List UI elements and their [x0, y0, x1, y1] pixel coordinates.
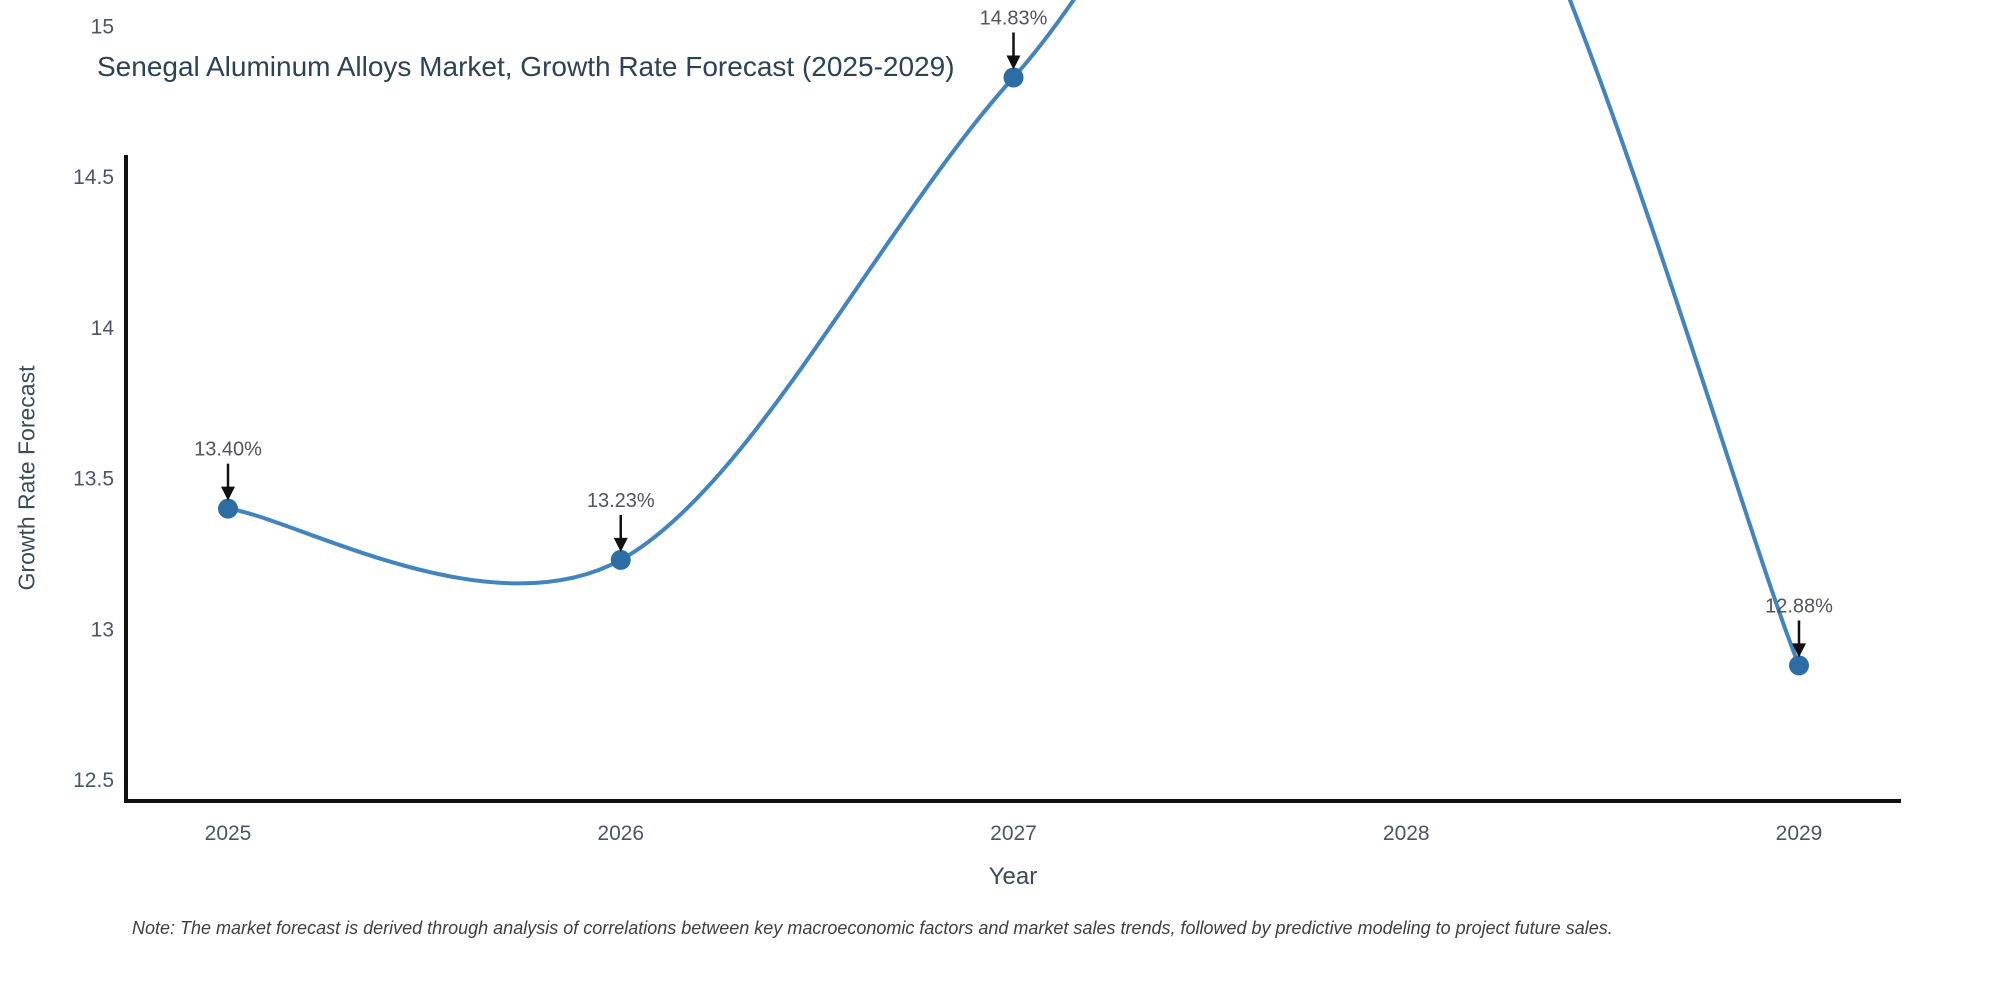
y-tick-label: 13.5 — [73, 468, 114, 491]
x-tick-label: 2027 — [990, 822, 1037, 845]
point-label: 13.40% — [194, 439, 262, 461]
x-tick-label: 2025 — [205, 822, 252, 845]
forecast-line — [226, 0, 1801, 668]
chart-title: Senegal Aluminum Alloys Market, Growth R… — [97, 51, 955, 82]
y-tick-label: 14.5 — [73, 166, 114, 189]
data-point-2027 — [1003, 67, 1024, 88]
data-point-2029 — [1789, 655, 1809, 676]
y-tick-label: 14 — [91, 317, 115, 340]
annotation-arrow-head — [1792, 643, 1806, 658]
y-tick-label: 15 — [91, 15, 114, 38]
annotation-arrow-head — [1006, 55, 1021, 70]
x-tick-label: 2026 — [597, 822, 644, 845]
x-tick-label: 2028 — [1383, 822, 1430, 845]
data-point-2025 — [218, 498, 238, 519]
point-label: 13.23% — [587, 490, 655, 512]
point-label: 14.83% — [980, 8, 1048, 30]
y-tick-label: 13 — [91, 618, 114, 641]
x-axis-title: Year — [988, 863, 1038, 890]
annotation-arrow-head — [613, 537, 628, 552]
x-tick-label: 2029 — [1776, 822, 1823, 845]
y-tick-label: 12.5 — [73, 769, 114, 792]
data-point-2026 — [610, 549, 631, 570]
footnote: Note: The market forecast is derived thr… — [132, 918, 1613, 938]
annotation-arrow-head — [221, 486, 235, 501]
point-label: 12.88% — [1765, 595, 1833, 617]
